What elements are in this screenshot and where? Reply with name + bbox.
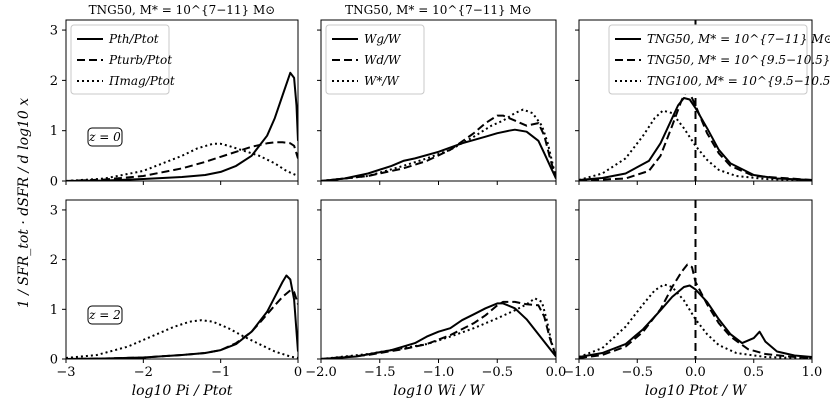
y-tick-label: 0: [50, 353, 58, 368]
x-tick-label: −1.5: [364, 365, 396, 380]
series-line-solid: [321, 128, 556, 181]
series-line-dashed: [321, 300, 556, 359]
redshift-label-box: [87, 305, 123, 325]
y-axis-label: 1 / SFR_tot · dSFR / d log10 x: [16, 98, 32, 308]
x-tick-label: −0.5: [481, 365, 513, 380]
series-line-solid: [579, 284, 812, 358]
series-line-solid: [66, 71, 298, 181]
x-axis-label: log10 Wi / W: [393, 383, 485, 399]
x-tick-label: −3: [56, 365, 75, 380]
redshift-label: z = 2: [88, 308, 121, 322]
legend-label: Πmag/Ptot: [108, 74, 175, 88]
legend-box: [325, 24, 425, 95]
legend-box: [608, 24, 808, 95]
column-title: TNG50, M* = 10^{7−11} M⊙: [345, 3, 532, 17]
series-line-dotted: [321, 108, 556, 181]
panel-0-1: Wg/W Wd/W W*/W: [317, 19, 557, 185]
legend-label: TNG50, M* = 10^{9.5−10.5} M⊙: [647, 53, 830, 67]
y-tick-label: 3: [50, 203, 58, 218]
x-tick-label: −1.0: [423, 365, 455, 380]
series-line-dotted: [579, 283, 812, 359]
panel-1-1: −2.0 −1.5 −1.0 −0.5 0.0 log10 Wi / W: [305, 199, 567, 399]
series-line-dashed: [579, 263, 812, 359]
series-line-dotted: [579, 109, 812, 181]
legend-label: W*/W: [364, 74, 400, 88]
y-tick-label: 1: [50, 124, 58, 139]
column-title: TNG50, M* = 10^{7−11} M⊙: [89, 3, 276, 17]
panel-0-0: 0 1 2 3 z = 0 Pth/Ptot Pturb/Ptot Πmag/Ptot: [50, 19, 299, 190]
x-tick-label: 0.0: [685, 365, 706, 380]
legend-label: Wd/W: [364, 53, 402, 67]
x-tick-label: 0.0: [546, 365, 567, 380]
y-tick-label: 2: [50, 74, 58, 89]
x-tick-label: −2.0: [305, 365, 337, 380]
legend-box: [70, 24, 170, 95]
x-tick-label: −0.5: [621, 365, 653, 380]
panel-frame: [65, 19, 299, 182]
panel-1-0: 0 1 2 3 −3 −2 −1 0 z = 2 log10 Pi / Ptot: [50, 199, 302, 399]
redshift-label: z = 0: [88, 130, 121, 144]
series-line-solid: [579, 97, 812, 181]
x-tick-label: −1: [211, 365, 230, 380]
series-line-dashed: [66, 289, 298, 359]
y-tick-label: 2: [50, 253, 58, 268]
panel-frame: [65, 199, 299, 360]
x-axis-label: log10 Ptot / W: [645, 383, 748, 399]
series-line-dotted: [66, 319, 298, 359]
series-line-dotted: [66, 142, 298, 181]
x-axis-label: log10 Pi / Ptot: [132, 383, 233, 399]
x-tick-label: 1.0: [802, 365, 823, 380]
series-line-dashed: [66, 141, 298, 181]
legend-label: Pturb/Ptot: [108, 53, 172, 67]
legend-label: Pth/Ptot: [108, 32, 159, 46]
legend-label: TNG100, M* = 10^{9.5−10.5} M⊙: [647, 74, 830, 88]
panel-1-2: −1.0 −0.5 0.0 0.5 1.0 log10 Ptot / W: [563, 199, 823, 399]
legend-label: Wg/W: [364, 32, 402, 46]
series-line-dashed: [321, 114, 556, 181]
x-tick-label: −1.0: [563, 365, 595, 380]
x-tick-label: 0.5: [743, 365, 764, 380]
series-line-solid: [321, 302, 556, 359]
series-line-dotted: [321, 297, 556, 359]
y-axis-label-text: 1 / SFR_tot · dSFR / d log10 x: [16, 98, 32, 308]
x-tick-label: 0: [294, 365, 302, 380]
redshift-label-box: [87, 127, 123, 147]
legend-label: TNG50, M* = 10^{7−11} M⊙: [647, 32, 830, 46]
panel-frame: [320, 199, 557, 360]
x-tick-label: −2: [134, 365, 153, 380]
y-tick-label: 0: [50, 175, 58, 190]
y-tick-label: 3: [50, 24, 58, 39]
panel-0-2: TNG50, M* = 10^{7−11} M⊙ TNG50, M* = 10^{…: [575, 19, 830, 185]
y-tick-label: 1: [50, 303, 58, 318]
